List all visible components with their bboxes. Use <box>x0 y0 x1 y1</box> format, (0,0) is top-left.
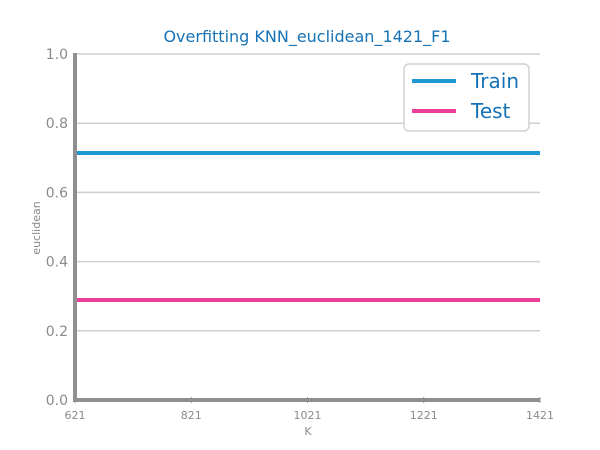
y-tick-label: 0.4 <box>46 255 68 271</box>
axes <box>73 53 540 402</box>
y-tick-label: 0.0 <box>46 393 68 409</box>
x-axis-title: K <box>304 425 312 438</box>
y-tick-label: 0.6 <box>46 185 68 201</box>
x-tick-label: 821 <box>181 409 202 422</box>
y-tick-label: 1.0 <box>46 47 68 63</box>
chart-title: Overfitting KNN_euclidean_1421_F1 <box>163 27 450 47</box>
y-tick-label: 0.2 <box>46 324 68 340</box>
y-tick-label: 0.8 <box>46 116 68 132</box>
y-axis-title: euclidean <box>30 201 43 254</box>
series-lines <box>75 150 540 303</box>
x-tick-label: 621 <box>65 409 86 422</box>
legend: Train Test <box>403 63 530 132</box>
x-tick-label: 1221 <box>410 409 438 422</box>
axis-ticks: 0.0 0.2 0.4 0.6 0.8 1.0 621 821 1021 1221 1421 <box>46 47 554 422</box>
legend-label-train: Train <box>470 69 519 93</box>
x-tick-label: 1021 <box>294 409 322 422</box>
x-tick-label: 1421 <box>526 409 554 422</box>
legend-label-test: Test <box>470 99 511 123</box>
